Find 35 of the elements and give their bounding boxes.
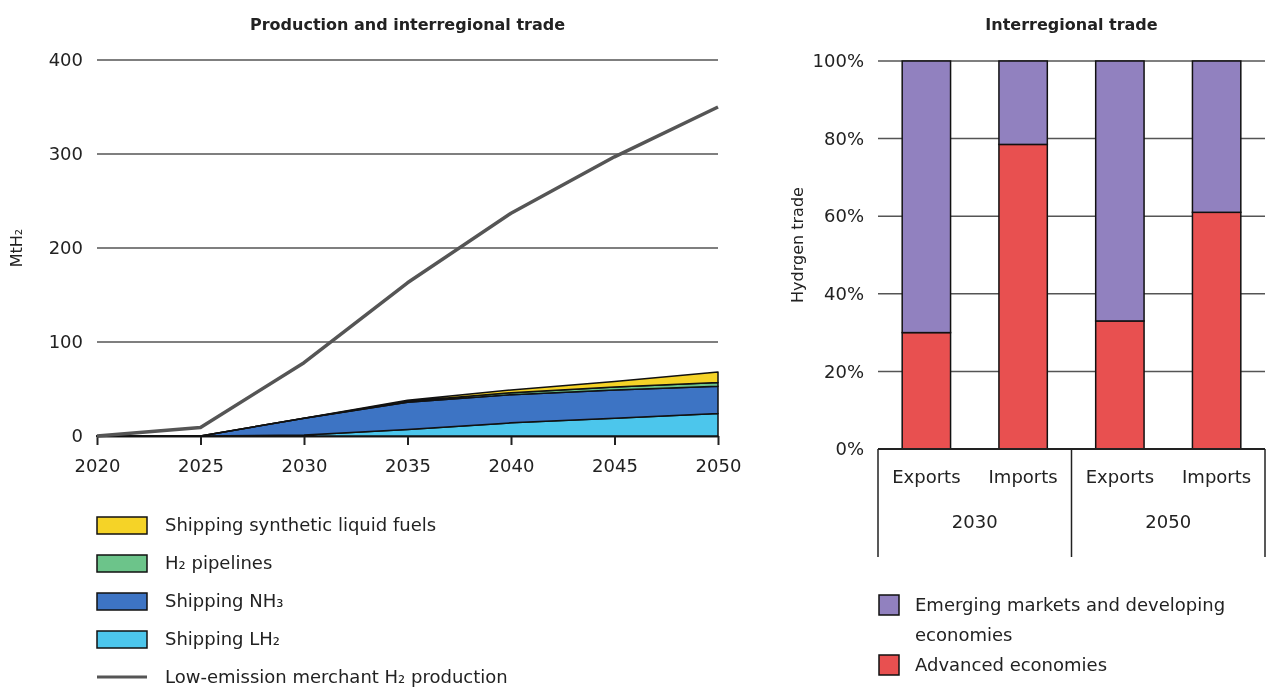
legend-label: Shipping NH₃ <box>165 590 284 611</box>
x-tick-label: 2035 <box>385 454 431 476</box>
y-tick-label: 100% <box>812 50 864 72</box>
x-tick-label: 2025 <box>178 454 224 476</box>
y-tick-label: 0% <box>835 438 864 460</box>
y-tick-label: 80% <box>823 127 864 149</box>
x-tick-label: Imports <box>1182 466 1252 487</box>
x-tick-label: Exports <box>892 466 961 487</box>
y-axis-title: MtH₂ <box>7 228 26 268</box>
y-tick-label: 40% <box>823 283 864 305</box>
legend-label: Shipping LH₂ <box>165 628 281 649</box>
y-tick-label: 100 <box>48 331 83 353</box>
y-tick-label: 0 <box>71 425 83 447</box>
x-tick-label: 2050 <box>695 454 742 476</box>
y-tick-label: 60% <box>823 205 864 227</box>
x-tick-label: 2030 <box>281 454 328 476</box>
y-tick-label: 300 <box>48 143 83 165</box>
legend-label: Shipping synthetic liquid fuels <box>165 514 437 535</box>
legend-label: Low-emission merchant H₂ production <box>165 666 508 687</box>
chart-title: Production and interregional trade <box>249 15 566 34</box>
text: 2030 <box>951 511 998 532</box>
text: 2050 <box>1145 511 1192 532</box>
legend-label: Advanced economies <box>915 654 1108 675</box>
x-tick-label: Exports <box>1085 466 1155 487</box>
y-tick-label: 400 <box>48 49 83 71</box>
x-tick-label: 2020 <box>74 454 121 476</box>
legend-label: H₂ pipelines <box>165 552 273 573</box>
chart-title: Interregional trade <box>985 15 1158 34</box>
y-axis-title: Hydrgen trade <box>788 187 807 303</box>
x-tick-label: Imports <box>988 466 1058 487</box>
y-tick-label: 20% <box>823 360 864 382</box>
x-tick-label: 2040 <box>488 454 535 476</box>
legend-label: Emerging markets and developing economies <box>915 594 1226 645</box>
y-tick-label: 200 <box>48 237 83 259</box>
x-tick-label: 2045 <box>592 454 638 476</box>
